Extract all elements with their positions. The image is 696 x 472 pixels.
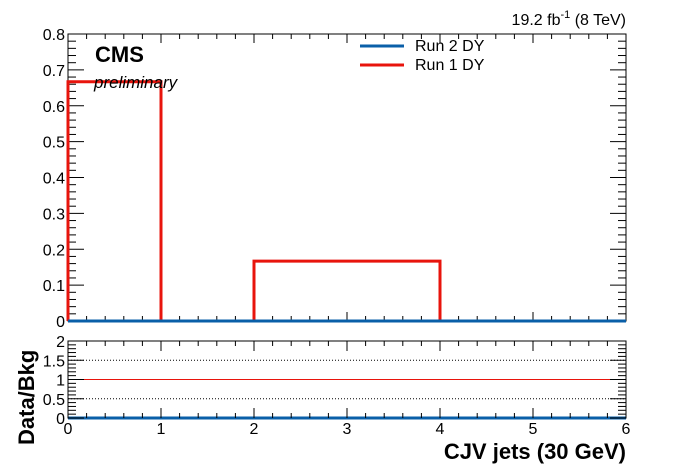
top-y-tick-label: 0.6	[43, 99, 65, 116]
experiment-label: CMS	[95, 42, 144, 67]
series-line-run-1-dy	[66, 80, 626, 323]
lumi-energy: (8 TeV)	[570, 12, 626, 29]
x-axis-label: CJV jets (30 GeV)	[444, 439, 626, 464]
top-minor-y-ticks	[68, 40, 626, 315]
lumi-exponent: -1	[560, 9, 570, 21]
bottom-y-tick-label: 0	[56, 411, 65, 428]
x-tick-label: 1	[157, 421, 166, 438]
bottom-y-tick-label: 2	[56, 334, 65, 351]
top-y-axis: 0 0.1 0.2 0.3 0.4 0.5 0.6 0.7 0.8	[43, 27, 626, 331]
top-y-tick-label: 0.5	[43, 135, 65, 152]
x-tick-label: 5	[529, 421, 538, 438]
status-label: preliminary	[93, 73, 179, 92]
lumi-value: 19.2 fb	[512, 12, 561, 29]
bottom-x-axis: 0 1 2 3 4 5 6	[64, 341, 631, 438]
x-tick-label: 6	[622, 421, 631, 438]
top-y-tick-label: 0.4	[43, 171, 65, 188]
bottom-minor-y-ticks	[68, 344, 626, 415]
ratio-y-label: Data/Bkg	[14, 350, 39, 445]
top-y-tick-label: 0.8	[43, 27, 65, 44]
bottom-y-tick-label: 1.5	[43, 353, 65, 370]
x-tick-label: 0	[64, 421, 73, 438]
top-y-tick-label: 0.7	[43, 63, 65, 80]
lumi-label: 19.2 fb-1 (8 TeV)	[512, 9, 626, 29]
top-y-tick-label: 0.2	[43, 242, 65, 259]
x-tick-label: 4	[436, 421, 445, 438]
legend: Run 2 DY Run 1 DY	[360, 38, 485, 74]
bottom-y-tick-label: 1	[56, 373, 65, 390]
top-y-tick-label: 0	[56, 314, 65, 331]
x-tick-label: 3	[343, 421, 352, 438]
bottom-y-tick-label: 0.5	[43, 392, 65, 409]
legend-label-run2: Run 2 DY	[415, 38, 485, 55]
bottom-y-axis: 0 0.5 1 1.5 2	[43, 334, 626, 428]
legend-label-run1: Run 1 DY	[415, 57, 485, 74]
top-y-tick-label: 0.1	[43, 278, 65, 295]
top-y-tick-label: 0.3	[43, 206, 65, 223]
top-series	[66, 80, 626, 323]
x-tick-label: 2	[250, 421, 259, 438]
